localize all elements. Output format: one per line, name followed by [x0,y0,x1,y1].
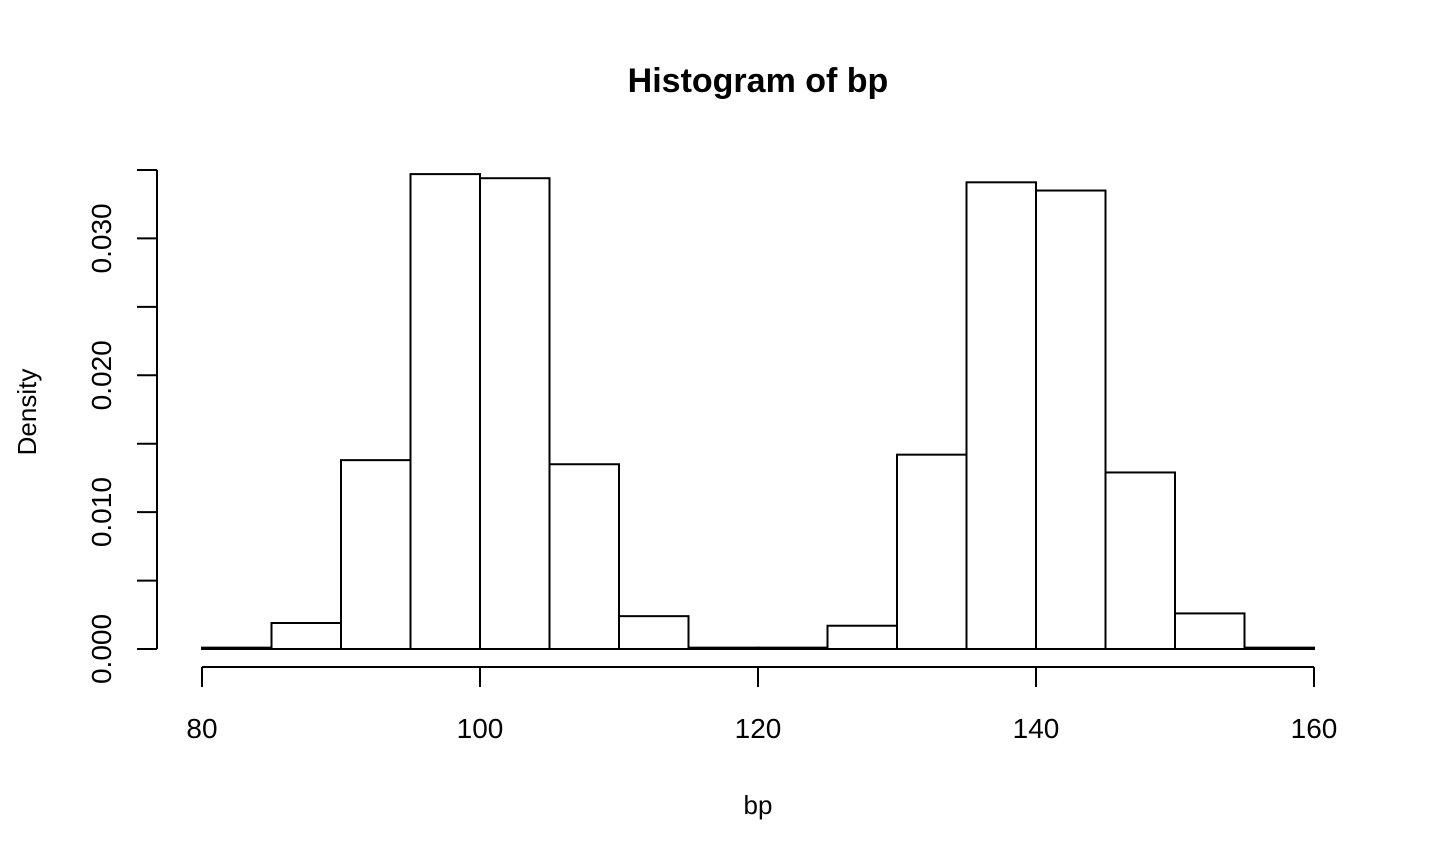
histogram-bar [687,646,759,650]
histogram-bar [826,624,898,651]
chart-title: Histogram of bp [628,62,889,100]
histogram-bar [409,173,481,650]
histogram-bar [340,459,412,650]
x-tick-label: 100 [457,713,504,744]
histogram-bar [618,615,690,651]
histogram-bar [1104,471,1176,650]
x-tick-label: 140 [1013,713,1060,744]
y-axis-label: Density [12,369,42,456]
histogram-bar [1035,189,1107,650]
histogram-bar [479,177,551,650]
bars-group [201,173,1315,651]
histogram-bar [270,621,342,650]
x-axis-label: bp [744,790,773,820]
histogram-bar [757,646,829,650]
y-tick-label: 0.030 [86,203,117,273]
x-tick-label: 160 [1291,713,1338,744]
histogram-bar [201,646,273,650]
histogram-bar [1174,612,1246,650]
y-axis: 0.000 0.010 0.020 0.030 [86,169,158,684]
y-tick-label: 0.020 [86,340,117,410]
x-tick-label: 120 [735,713,782,744]
x-axis: 80 100 120 140 160 [186,666,1338,744]
histogram-bar [548,463,620,650]
x-tick-label: 80 [186,713,217,744]
histogram-bar [965,181,1037,650]
y-tick-label: 0.010 [86,477,117,547]
histogram-bar [896,453,968,651]
histogram-bar [1243,646,1315,650]
y-tick-label: 0.000 [86,614,117,684]
